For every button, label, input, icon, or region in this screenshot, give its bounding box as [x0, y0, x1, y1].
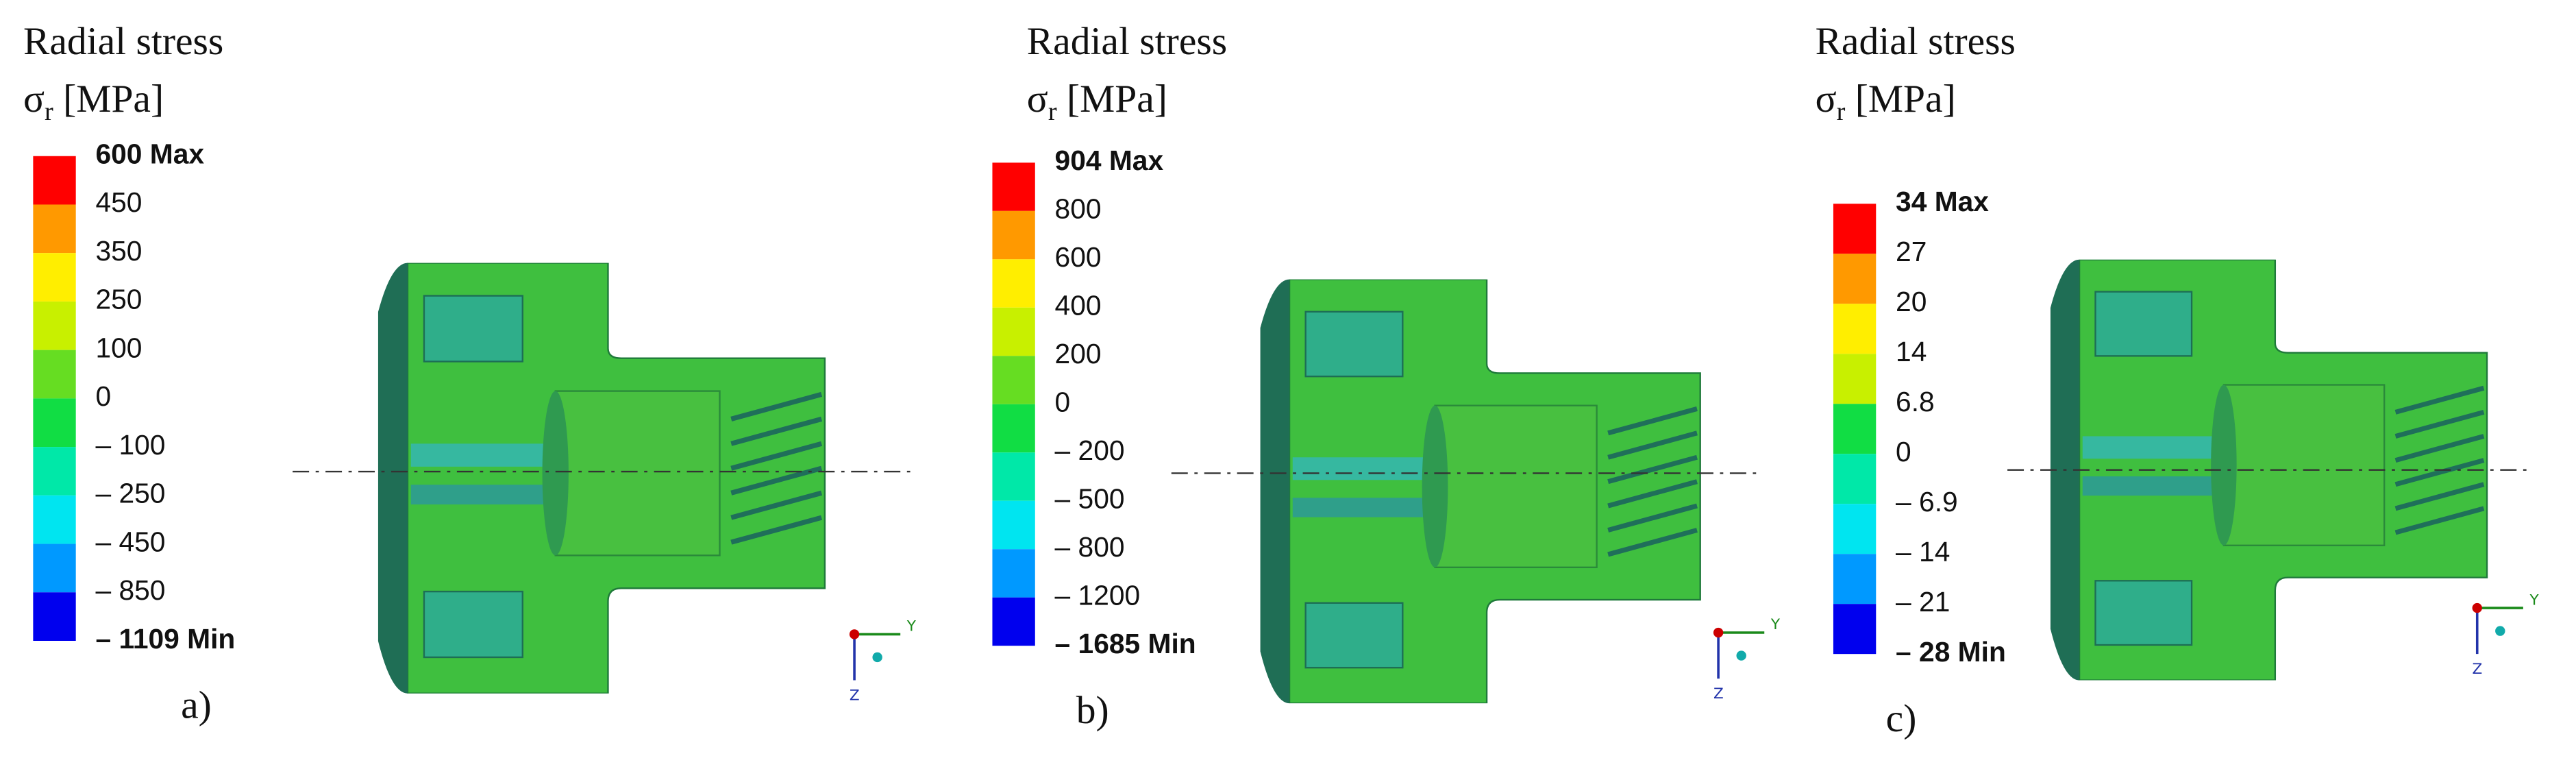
legend-band [992, 259, 1035, 308]
legend-label: – 850 [95, 574, 165, 606]
legend-band [1833, 604, 1877, 655]
legend-label: – 1200 [1055, 579, 1141, 611]
model-c [2007, 260, 2541, 681]
legend-band [33, 495, 76, 544]
stress-subscript: r [1837, 97, 1846, 126]
legend-band [33, 398, 76, 448]
legend-label: 450 [95, 186, 142, 218]
legend-band [1833, 504, 1877, 554]
legend-label: 250 [95, 284, 142, 315]
legend-band [1833, 304, 1877, 354]
legend-band [33, 301, 76, 350]
legend-label: – 1109 Min [95, 623, 235, 655]
legend-title: Radial stress [1027, 20, 1227, 63]
legend-band [1833, 404, 1877, 454]
panel-caption: b) [1076, 689, 1109, 732]
legend-band [992, 210, 1035, 260]
stress-subscript: r [45, 97, 53, 126]
legend-label: 100 [95, 332, 142, 363]
legend-label: 20 [1896, 286, 1927, 317]
legend-title: Radial stress [1816, 20, 2016, 63]
stress-unit: [MPa] [1067, 77, 1167, 121]
legend-band [1833, 554, 1877, 605]
legend-band [992, 162, 1035, 211]
legend-label: 0 [95, 380, 111, 412]
legend-band [1833, 354, 1877, 404]
legend-title: Radial stress [23, 20, 223, 63]
stress-unit: [MPa] [63, 77, 164, 121]
panel-caption: a) [181, 684, 212, 727]
legend-band [992, 597, 1035, 646]
legend-label: 400 [1055, 290, 1102, 321]
legend-band [33, 253, 76, 302]
legend-label: – 28 Min [1896, 636, 2006, 668]
stress-symbol: σ [1027, 77, 1048, 121]
legend-label: 14 [1896, 336, 1927, 367]
legend-label: 600 [1055, 241, 1102, 273]
legend-label: 0 [1896, 436, 1911, 467]
legend-label: – 200 [1055, 435, 1125, 466]
legend-band [992, 307, 1035, 356]
legend-band [992, 404, 1035, 453]
legend-band [33, 204, 76, 254]
legend-label: 6.8 [1896, 386, 1935, 417]
legend-label: 0 [1055, 387, 1071, 418]
legend-label: 800 [1055, 193, 1102, 225]
legend-band [1833, 254, 1877, 304]
legend-label: – 250 [95, 478, 165, 509]
panel-caption: c) [1886, 697, 1917, 740]
legend-label: 34 Max [1896, 186, 1989, 217]
legend-band [992, 356, 1035, 404]
legend-band [1833, 204, 1877, 254]
legend-unit-line: σr [MPa] [1027, 77, 1167, 126]
legend-band [33, 447, 76, 496]
legend-label: – 1685 Min [1055, 628, 1196, 659]
legend-label: – 100 [95, 429, 165, 461]
model-a [293, 263, 918, 706]
stress-unit: [MPa] [1855, 77, 1956, 121]
legend-label: – 450 [95, 526, 165, 557]
legend-label: – 500 [1055, 483, 1125, 515]
legend-label: 350 [95, 235, 142, 267]
legend-label: – 6.9 [1896, 486, 1958, 517]
legend-unit-line: σr [MPa] [23, 77, 164, 126]
stress-subscript: r [1048, 97, 1057, 126]
model-b [1171, 280, 1782, 704]
legend-band [33, 592, 76, 641]
legend-band [992, 452, 1035, 501]
stress-symbol: σ [23, 77, 45, 121]
legend-label: 600 Max [95, 138, 204, 170]
legend-label: – 14 [1896, 536, 1950, 567]
legend-band [33, 544, 76, 593]
legend-unit-line: σr [MPa] [1816, 77, 1956, 126]
legend-label: 27 [1896, 236, 1927, 267]
legend-band [33, 156, 76, 205]
legend-band [1833, 454, 1877, 504]
legend-band [992, 549, 1035, 598]
stress-symbol: σ [1816, 77, 1837, 121]
legend-label: 904 Max [1055, 145, 1164, 176]
legend-band [33, 350, 76, 399]
legend-label: – 21 [1896, 586, 1950, 618]
legend-label: 200 [1055, 338, 1102, 369]
legend-label: – 800 [1055, 531, 1125, 563]
legend-band [992, 500, 1035, 550]
